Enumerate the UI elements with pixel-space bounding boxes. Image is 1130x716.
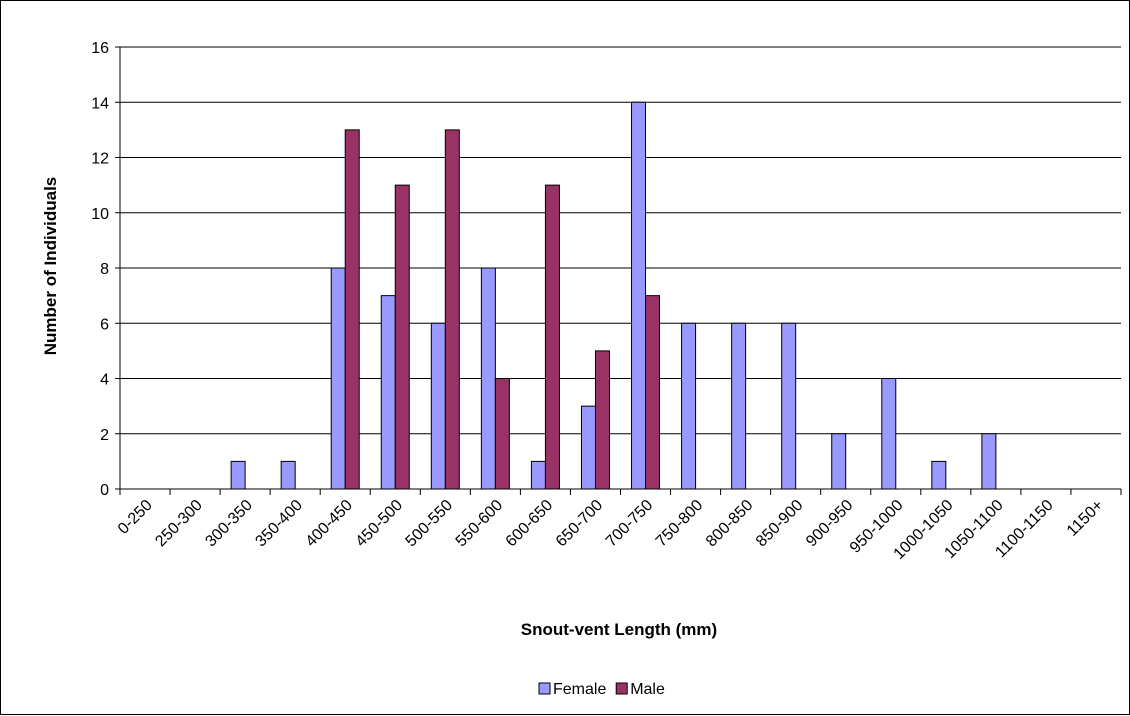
y-tick-label: 4 bbox=[100, 372, 109, 389]
x-tick-label: 850-900 bbox=[753, 497, 807, 551]
bar-male-400-450 bbox=[344, 129, 360, 490]
x-tick-label: 1150+ bbox=[1064, 497, 1107, 540]
x-tick-label: 800-850 bbox=[703, 497, 757, 551]
x-tick-label: 300-350 bbox=[202, 497, 256, 551]
bar-female-400-450 bbox=[330, 267, 346, 490]
bar-male-600-650 bbox=[544, 184, 560, 490]
y-tick-label: 2 bbox=[100, 427, 109, 444]
bar-female-500-550 bbox=[430, 322, 446, 490]
x-tick-label: 650-700 bbox=[553, 497, 607, 551]
x-tick-label: 350-400 bbox=[252, 497, 306, 551]
x-tick-label: 0-250 bbox=[115, 497, 156, 538]
x-tick-label: 400-450 bbox=[303, 497, 357, 551]
bar-female-300-350 bbox=[230, 460, 246, 490]
bar-male-700-750 bbox=[645, 295, 661, 490]
bar-female-700-750 bbox=[631, 101, 647, 490]
y-tick-label: 0 bbox=[100, 482, 109, 499]
bar-female-450-500 bbox=[380, 295, 396, 490]
axes bbox=[119, 47, 1122, 495]
bar-female-550-600 bbox=[480, 267, 496, 490]
bar-female-650-700 bbox=[580, 405, 596, 490]
bar-male-550-600 bbox=[494, 378, 510, 490]
y-tick-label: 6 bbox=[100, 316, 109, 333]
x-tick-label: 450-500 bbox=[353, 497, 407, 551]
bar-female-800-850 bbox=[731, 322, 747, 490]
bar-male-500-550 bbox=[444, 129, 460, 490]
bars bbox=[230, 101, 997, 490]
bar-female-1050-1100 bbox=[981, 433, 997, 490]
legend: Female Male bbox=[538, 681, 665, 698]
x-axis-title: Snout-vent Length (mm) bbox=[521, 620, 717, 639]
bar-female-350-400 bbox=[280, 460, 296, 490]
y-axis-title: Number of Individuals bbox=[41, 177, 60, 356]
bar-female-950-1000 bbox=[881, 378, 897, 490]
y-tick-label: 8 bbox=[100, 261, 109, 278]
x-tick-label: 500-550 bbox=[403, 497, 457, 551]
legend-label-male: Male bbox=[630, 681, 665, 698]
y-tick-label: 14 bbox=[91, 95, 109, 112]
legend-label-female: Female bbox=[553, 681, 606, 698]
bar-female-750-800 bbox=[681, 322, 697, 490]
y-tick-label: 12 bbox=[91, 151, 109, 168]
x-tick-labels: 0-250250-300300-350350-400400-450450-500… bbox=[115, 497, 1107, 563]
bar-female-1000-1050 bbox=[931, 460, 947, 490]
x-tick-label: 700-750 bbox=[603, 497, 657, 551]
y-tick-labels: 0 2 4 6 8 10 12 14 16 bbox=[91, 40, 109, 499]
x-tick-label: 550-600 bbox=[453, 497, 507, 551]
x-tick-label: 600-650 bbox=[503, 497, 557, 551]
gridlines bbox=[115, 46, 1121, 490]
bar-female-600-650 bbox=[530, 460, 546, 490]
bar-male-450-500 bbox=[394, 184, 410, 490]
bar-female-900-950 bbox=[831, 433, 847, 490]
x-tick-label: 750-800 bbox=[653, 497, 707, 551]
legend-swatch-male bbox=[615, 682, 628, 695]
bar-female-850-900 bbox=[781, 322, 797, 490]
x-tick-label: 250-300 bbox=[152, 497, 206, 551]
legend-swatch-female bbox=[538, 682, 551, 695]
bar-male-650-700 bbox=[594, 350, 610, 490]
y-tick-label: 10 bbox=[91, 206, 109, 223]
y-tick-label: 16 bbox=[91, 40, 109, 57]
